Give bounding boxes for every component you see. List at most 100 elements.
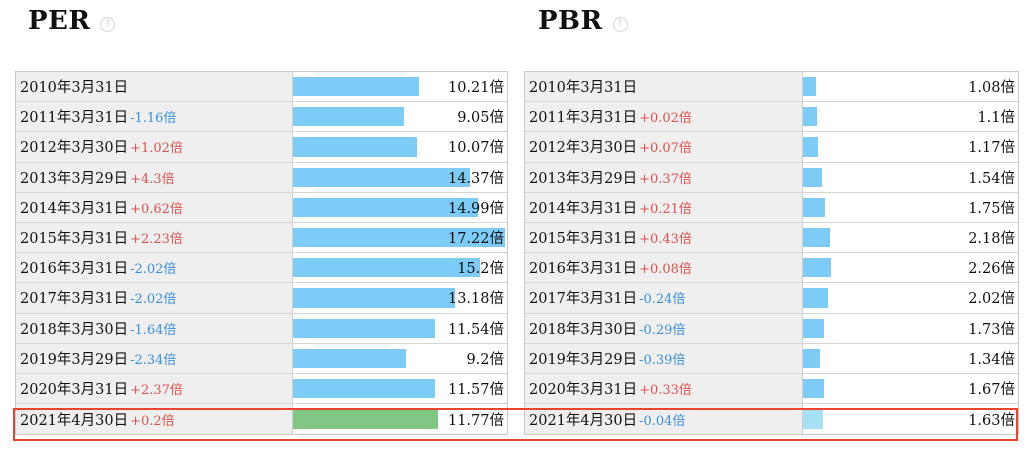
date-cell: 2017年3月31日 -2.02倍: [16, 283, 293, 313]
date-label: 2014年3月31日: [529, 200, 638, 217]
change-label: +0.33倍: [639, 382, 692, 398]
table-row: 2012年3月30日 +1.02倍 10.07倍: [16, 132, 507, 163]
value-bar: [803, 107, 817, 127]
change-label: -2.02倍: [130, 292, 177, 308]
value-bar: [803, 167, 822, 187]
change-label: -1.64倍: [130, 322, 177, 338]
value-bar: [293, 137, 417, 157]
bar-cell: 10.21倍: [293, 72, 507, 101]
date-label: 2016年3月31日: [20, 261, 129, 278]
value-bar: [293, 77, 419, 97]
value-bar: [803, 378, 824, 399]
table-row: 2014年3月31日 +0.62倍 14.99倍: [16, 192, 507, 223]
value-bar: [803, 77, 817, 97]
help-icon[interactable]: ?: [100, 16, 116, 32]
bar-cell: 1.1倍: [803, 102, 1018, 131]
date-label: 2018年3月30日: [20, 321, 129, 338]
value-bar: [293, 167, 470, 187]
bar-cell: 9.2倍: [293, 344, 507, 373]
change-label: +2.23倍: [130, 232, 183, 248]
value-bar: [803, 227, 830, 248]
bar-cell: 1.67倍: [803, 374, 1018, 403]
date-label: 2017年3月31日: [529, 291, 638, 308]
date-label: 2015年3月31日: [529, 231, 638, 248]
value-label: 1.75倍: [968, 200, 1015, 217]
table-row: 2012年3月30日 +0.07倍 1.17倍: [525, 132, 1018, 163]
value-label: 11.77倍: [447, 412, 504, 429]
table-row: 2011年3月31日 +0.02倍 1.1倍: [525, 102, 1018, 133]
date-cell: 2016年3月31日 +0.08倍: [525, 253, 803, 283]
change-label: +0.21倍: [639, 201, 692, 217]
change-label: -0.04倍: [639, 413, 686, 429]
value-label: 1.67倍: [968, 381, 1015, 398]
change-label: +0.02倍: [639, 111, 692, 127]
value-bar: [803, 318, 825, 338]
date-label: 2010年3月31日: [529, 80, 638, 97]
date-cell: 2016年3月31日 -2.02倍: [16, 253, 293, 283]
value-bar: [293, 348, 407, 368]
table-row: 2011年3月31日 -1.16倍 9.05倍: [16, 102, 507, 133]
value-label: 1.08倍: [968, 80, 1015, 97]
table-row: 2016年3月31日 +0.08倍 2.26倍: [525, 253, 1018, 284]
date-cell: 2017年3月31日 -0.24倍: [525, 283, 803, 313]
value-label: 15.2倍: [457, 261, 504, 278]
date-cell: 2011年3月31日 -1.16倍: [16, 102, 293, 132]
date-label: 2019年3月29日: [529, 351, 638, 368]
pbr-history-table: 2010年3月31日 1.08倍 2011年3月31日 +0.02倍 1.1倍 2012年…: [524, 71, 1019, 436]
date-label: 2020年3月31日: [529, 381, 638, 398]
change-label: -2.34倍: [130, 352, 177, 368]
bar-cell: 11.57倍: [293, 374, 507, 403]
change-label: +0.43倍: [639, 232, 692, 248]
date-label: 2015年3月31日: [20, 231, 129, 248]
value-label: 1.54倍: [968, 170, 1015, 187]
value-bar: [293, 227, 505, 248]
change-label: +0.62倍: [130, 201, 183, 217]
value-label: 17.22倍: [447, 231, 504, 248]
per-section-title: PER ?: [28, 6, 116, 36]
table-row: 2019年3月29日 -2.34倍 9.2倍: [16, 343, 507, 374]
change-label: +0.07倍: [639, 141, 692, 157]
date-label: 2013年3月29日: [529, 170, 638, 187]
value-bar: [293, 378, 436, 399]
table-row: 2013年3月29日 +4.3倍 14.37倍: [16, 162, 507, 193]
bar-cell: 11.77倍: [293, 404, 507, 434]
value-label: 1.17倍: [968, 140, 1015, 157]
value-bar: [803, 348, 820, 368]
value-bar: [803, 137, 818, 157]
value-bar: [293, 107, 405, 127]
table-row: 2021年4月30日 +0.2倍 11.77倍: [16, 404, 507, 435]
change-label: +4.3倍: [130, 171, 175, 187]
bar-cell: 1.75倍: [803, 193, 1018, 222]
table-row: 2018年3月30日 -0.29倍 1.73倍: [525, 313, 1018, 344]
date-label: 2016年3月31日: [529, 261, 638, 278]
date-cell: 2020年3月31日 +2.37倍: [16, 373, 293, 404]
bar-cell: 17.22倍: [293, 223, 507, 252]
date-label: 2017年3月31日: [20, 291, 129, 308]
bar-cell: 10.07倍: [293, 132, 507, 161]
date-cell: 2019年3月29日 -2.34倍: [16, 343, 293, 373]
table-row: 2021年4月30日 -0.04倍 1.63倍: [525, 404, 1018, 435]
help-icon[interactable]: ?: [612, 16, 628, 32]
value-bar: [293, 288, 456, 308]
value-bar: [803, 197, 825, 217]
date-cell: 2014年3月31日 +0.21倍: [525, 192, 803, 222]
date-cell: 2018年3月30日 -0.29倍: [525, 313, 803, 343]
date-label: 2019年3月29日: [20, 351, 129, 368]
bar-cell: 14.37倍: [293, 163, 507, 192]
date-label: 2021年4月30日: [529, 412, 638, 429]
date-cell: 2020年3月31日 +0.33倍: [525, 373, 803, 404]
value-bar: [803, 409, 824, 430]
value-bar: [293, 409, 438, 430]
value-label: 11.57倍: [447, 381, 504, 398]
table-row: 2010年3月31日 1.08倍: [525, 72, 1018, 103]
value-label: 2.26倍: [968, 261, 1015, 278]
bar-cell: 13.18倍: [293, 283, 507, 312]
date-cell: 2015年3月31日 +2.23倍: [16, 222, 293, 253]
date-cell: 2014年3月31日 +0.62倍: [16, 192, 293, 222]
table-row: 2016年3月31日 -2.02倍 15.2倍: [16, 253, 507, 284]
bar-cell: 14.99倍: [293, 193, 507, 222]
date-cell: 2015年3月31日 +0.43倍: [525, 222, 803, 253]
value-bar: [293, 197, 478, 217]
change-label: +1.02倍: [130, 141, 183, 157]
change-label: -2.02倍: [130, 262, 177, 278]
